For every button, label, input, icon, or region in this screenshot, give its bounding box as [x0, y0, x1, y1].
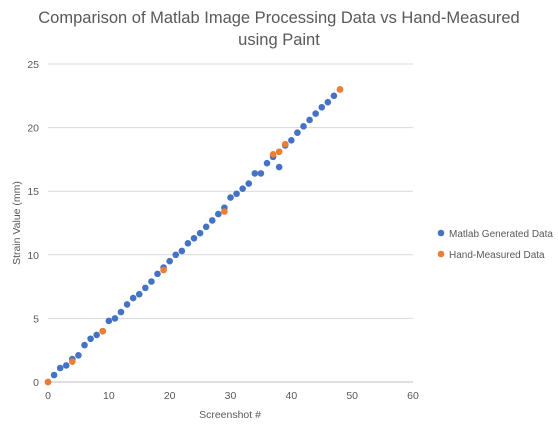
matlab-data-point	[50, 371, 58, 379]
hand-measured-data-point	[275, 148, 283, 156]
chart-title-line-1: Comparison of Matlab Image Processing Da…	[38, 9, 520, 27]
matlab-data-point	[239, 185, 246, 192]
matlab-data-point	[275, 163, 283, 171]
matlab-data-point	[251, 170, 259, 177]
matlab-data-point	[330, 92, 338, 100]
y-tick-label: 10	[27, 250, 39, 262]
data-points	[44, 86, 344, 386]
hand-measured-data-point	[99, 327, 107, 335]
legend-label-hand: Hand-Measured Data	[449, 250, 545, 261]
matlab-data-point	[263, 159, 271, 167]
matlab-data-point	[306, 116, 313, 124]
hand-measured-data-point	[221, 208, 228, 215]
matlab-data-point	[123, 301, 131, 308]
x-tick-label: 0	[45, 390, 51, 402]
x-tick-label: 30	[225, 390, 237, 402]
matlab-data-point	[135, 290, 143, 298]
y-tick-label: 15	[27, 186, 39, 198]
matlab-data-point	[190, 234, 198, 242]
legend-marker-hand	[437, 250, 445, 258]
hand-measured-data-point	[269, 151, 277, 158]
matlab-data-point	[117, 308, 125, 316]
matlab-data-point	[184, 240, 192, 247]
matlab-data-point	[215, 210, 222, 218]
matlab-data-point	[208, 217, 216, 224]
matlab-data-point	[81, 341, 88, 349]
hand-measured-data-point	[69, 358, 76, 365]
y-tick-label: 25	[27, 59, 39, 71]
x-axis-label: Screenshot #	[199, 409, 261, 421]
matlab-data-point	[129, 294, 137, 302]
matlab-data-point	[87, 335, 94, 343]
hand-measured-data-point	[281, 140, 289, 148]
x-tick-label: 20	[164, 390, 176, 402]
legend-marker-matlab	[437, 229, 445, 237]
matlab-data-point	[178, 247, 186, 255]
matlab-data-point	[105, 317, 113, 325]
hand-measured-data-point	[336, 86, 344, 93]
matlab-data-point	[318, 103, 326, 111]
matlab-data-point	[288, 137, 295, 144]
matlab-data-point	[75, 351, 82, 359]
matlab-data-point	[202, 223, 210, 231]
matlab-data-point	[324, 98, 332, 106]
chart-title: Comparison of Matlab Image Processing Da…	[0, 7, 558, 51]
matlab-data-point	[56, 364, 64, 372]
tick-labels: 0 5 10 15 20 25 0 10 20 30 40 50 60	[27, 59, 419, 402]
hand-measured-data-point	[44, 378, 52, 386]
x-tick-label: 50	[346, 390, 358, 402]
matlab-data-point	[245, 180, 253, 187]
matlab-data-point	[312, 110, 319, 117]
chart-title-line-2: using Paint	[238, 31, 320, 49]
matlab-data-point	[172, 251, 180, 259]
x-tick-label: 60	[407, 390, 419, 402]
legend-label-matlab: Matlab Generated Data	[449, 229, 553, 240]
matlab-data-point	[196, 229, 204, 237]
matlab-data-point	[233, 190, 240, 198]
x-tick-label: 40	[285, 390, 297, 402]
x-tick-label: 10	[103, 390, 115, 402]
matlab-data-point	[227, 194, 234, 201]
matlab-data-point	[154, 270, 161, 278]
y-axis-label: Strain Value (mm)	[11, 181, 23, 265]
hand-measured-data-point	[160, 266, 167, 274]
matlab-data-point	[142, 284, 149, 292]
matlab-data-point	[300, 123, 307, 130]
y-tick-label: 0	[33, 377, 39, 389]
matlab-data-point	[62, 362, 70, 369]
y-tick-label: 5	[33, 313, 39, 325]
legend: Matlab Generated Data Hand-Measured Data	[437, 229, 553, 261]
matlab-data-point	[294, 129, 301, 136]
matlab-data-point	[111, 315, 119, 322]
matlab-data-point	[257, 170, 265, 177]
y-tick-label: 20	[27, 123, 39, 135]
matlab-data-point	[93, 331, 100, 339]
matlab-data-point	[148, 278, 155, 285]
matlab-data-point	[166, 257, 173, 265]
